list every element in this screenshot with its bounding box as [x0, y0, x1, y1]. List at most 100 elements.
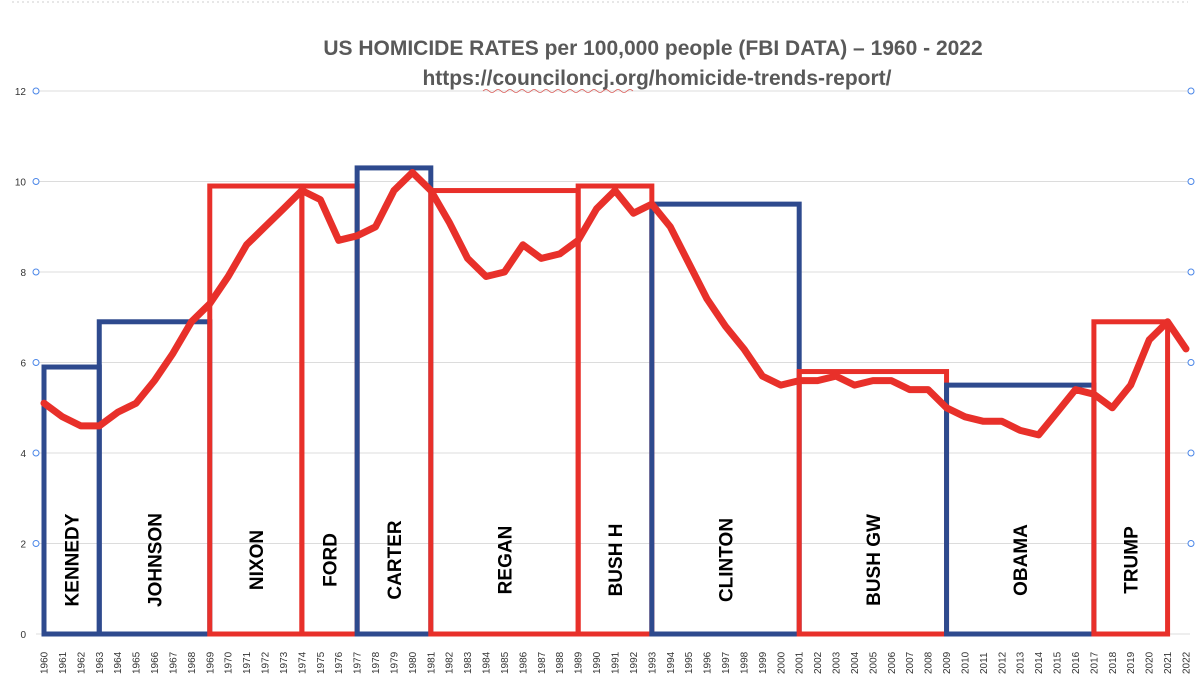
x-tick-label: 1985	[500, 651, 511, 674]
x-tick-label: 2021	[1163, 651, 1174, 674]
x-tick-label: 2014	[1034, 651, 1045, 674]
x-tick-label: 1989	[574, 651, 585, 674]
y-axis-ticks: 0 2 4 6 8 10 12	[15, 87, 27, 641]
presidency-label: CLINTON	[717, 518, 738, 602]
x-tick-label: 2018	[1108, 651, 1119, 674]
presidency-trump: TRUMP	[1091, 319, 1171, 637]
x-tick-label: 1961	[58, 651, 69, 674]
x-tick-label: 1991	[611, 651, 622, 674]
y-tick-label: 4	[20, 449, 26, 460]
x-tick-label: 1979	[389, 651, 400, 674]
x-tick-label: 1968	[187, 651, 198, 674]
x-tick-label: 1971	[242, 651, 253, 674]
presidency-label: JOHNSON	[146, 513, 167, 607]
x-tick-label: 2020	[1145, 651, 1156, 674]
x-tick-label: 2006	[887, 651, 898, 674]
x-tick-label: 1966	[150, 651, 161, 674]
left-resize-handle[interactable]	[32, 449, 40, 457]
right-resize-handle[interactable]	[1187, 359, 1195, 366]
presidency-label: FORD	[321, 533, 342, 587]
right-resize-handle[interactable]	[1187, 540, 1195, 547]
x-tick-label: 1998	[739, 651, 750, 674]
left-resize-handle[interactable]	[32, 540, 40, 547]
x-tick-label: 1974	[297, 651, 308, 674]
right-resize-handle[interactable]	[1187, 87, 1195, 95]
x-tick-label: 1972	[261, 651, 272, 674]
presidency-box	[1091, 319, 1171, 637]
right-resize-handle[interactable]	[1187, 268, 1195, 276]
x-tick-label: 1964	[113, 651, 124, 674]
chart-subtitle-url: https://counciloncj.org/homicide-trends-…	[422, 67, 891, 90]
x-tick-label: 2019	[1126, 651, 1137, 674]
x-tick-label: 1967	[168, 651, 179, 674]
x-tick-label: 1997	[721, 651, 732, 674]
x-tick-label: 2013	[1016, 651, 1027, 674]
x-tick-label: 1994	[666, 651, 677, 674]
x-tick-label: 1963	[95, 651, 106, 674]
presidency-label: BUSH GW	[864, 514, 885, 606]
y-tick-label: 12	[15, 87, 27, 98]
x-tick-label: 2004	[850, 651, 861, 674]
x-tick-label: 1999	[758, 651, 769, 674]
y-tick-label: 0	[20, 630, 26, 641]
x-tick-label: 1981	[426, 651, 437, 674]
x-tick-label: 2022	[1182, 651, 1193, 674]
x-tick-label: 1960	[40, 651, 51, 674]
x-axis-ticks: 1960 1961 1962 1963 1964 1965 1966 1967 1968 1969…	[40, 651, 1193, 674]
y-tick-label: 8	[20, 268, 26, 279]
x-tick-label: 2007	[905, 651, 916, 674]
x-tick-label: 2010	[960, 651, 971, 674]
presidency-label: OBAMA	[1011, 524, 1032, 596]
x-tick-label: 1977	[353, 651, 364, 674]
x-tick-label: 1988	[555, 651, 566, 674]
x-tick-label: 2008	[924, 651, 935, 674]
right-resize-handle[interactable]	[1187, 449, 1195, 457]
x-tick-label: 1980	[408, 651, 419, 674]
x-tick-label: 1975	[316, 651, 327, 674]
x-tick-label: 1962	[76, 651, 87, 674]
series-line-layer	[40, 169, 1190, 439]
x-tick-label: 2016	[1071, 651, 1082, 674]
x-tick-label: 1987	[537, 651, 548, 674]
x-tick-label: 2012	[997, 651, 1008, 674]
x-tick-label: 1993	[647, 651, 658, 674]
x-tick-label: 1992	[629, 651, 640, 674]
presidency-boxes: KENNEDY JOHNSON NIXON FORD CARTER REGAN BUSH H…	[41, 165, 1171, 637]
x-tick-label: 1995	[684, 651, 695, 674]
x-tick-label: 1969	[205, 651, 216, 674]
x-tick-label: 2009	[942, 651, 953, 674]
x-tick-label: 2011	[979, 652, 990, 674]
x-tick-label: 1984	[482, 651, 493, 674]
left-resize-handle[interactable]	[32, 359, 40, 366]
spellcheck-underline	[482, 89, 634, 93]
x-tick-label: 2017	[1089, 651, 1100, 674]
x-tick-label: 2005	[868, 651, 879, 674]
x-tick-label: 1965	[132, 651, 143, 674]
left-resize-handle[interactable]	[32, 268, 40, 276]
presidency-label: CARTER	[385, 520, 406, 599]
x-tick-label: 2002	[813, 651, 824, 674]
left-resize-handle[interactable]	[32, 87, 40, 95]
presidency-label: KENNEDY	[63, 513, 84, 606]
x-tick-label: 1990	[592, 651, 603, 674]
right-resize-handle[interactable]	[1187, 178, 1195, 185]
y-tick-label: 10	[15, 178, 27, 189]
y-tick-label: 2	[20, 540, 26, 551]
presidency-label: REGAN	[495, 526, 516, 595]
x-tick-label: 2003	[832, 651, 843, 674]
x-tick-label: 2001	[795, 651, 806, 674]
y-tick-label: 6	[20, 359, 26, 370]
x-tick-label: 1983	[463, 651, 474, 674]
x-tick-label: 1973	[279, 651, 290, 674]
left-resize-handle[interactable]	[32, 178, 40, 185]
presidency-label: TRUMP	[1122, 526, 1143, 594]
presidency-label: NIXON	[247, 530, 268, 590]
series-homicide-rate-line	[40, 169, 1190, 439]
x-tick-label: 1978	[371, 651, 382, 674]
x-tick-label: 1986	[518, 651, 529, 674]
x-tick-label: 2015	[1053, 651, 1064, 674]
x-tick-label: 1970	[224, 651, 235, 674]
x-tick-label: 2000	[776, 651, 787, 674]
